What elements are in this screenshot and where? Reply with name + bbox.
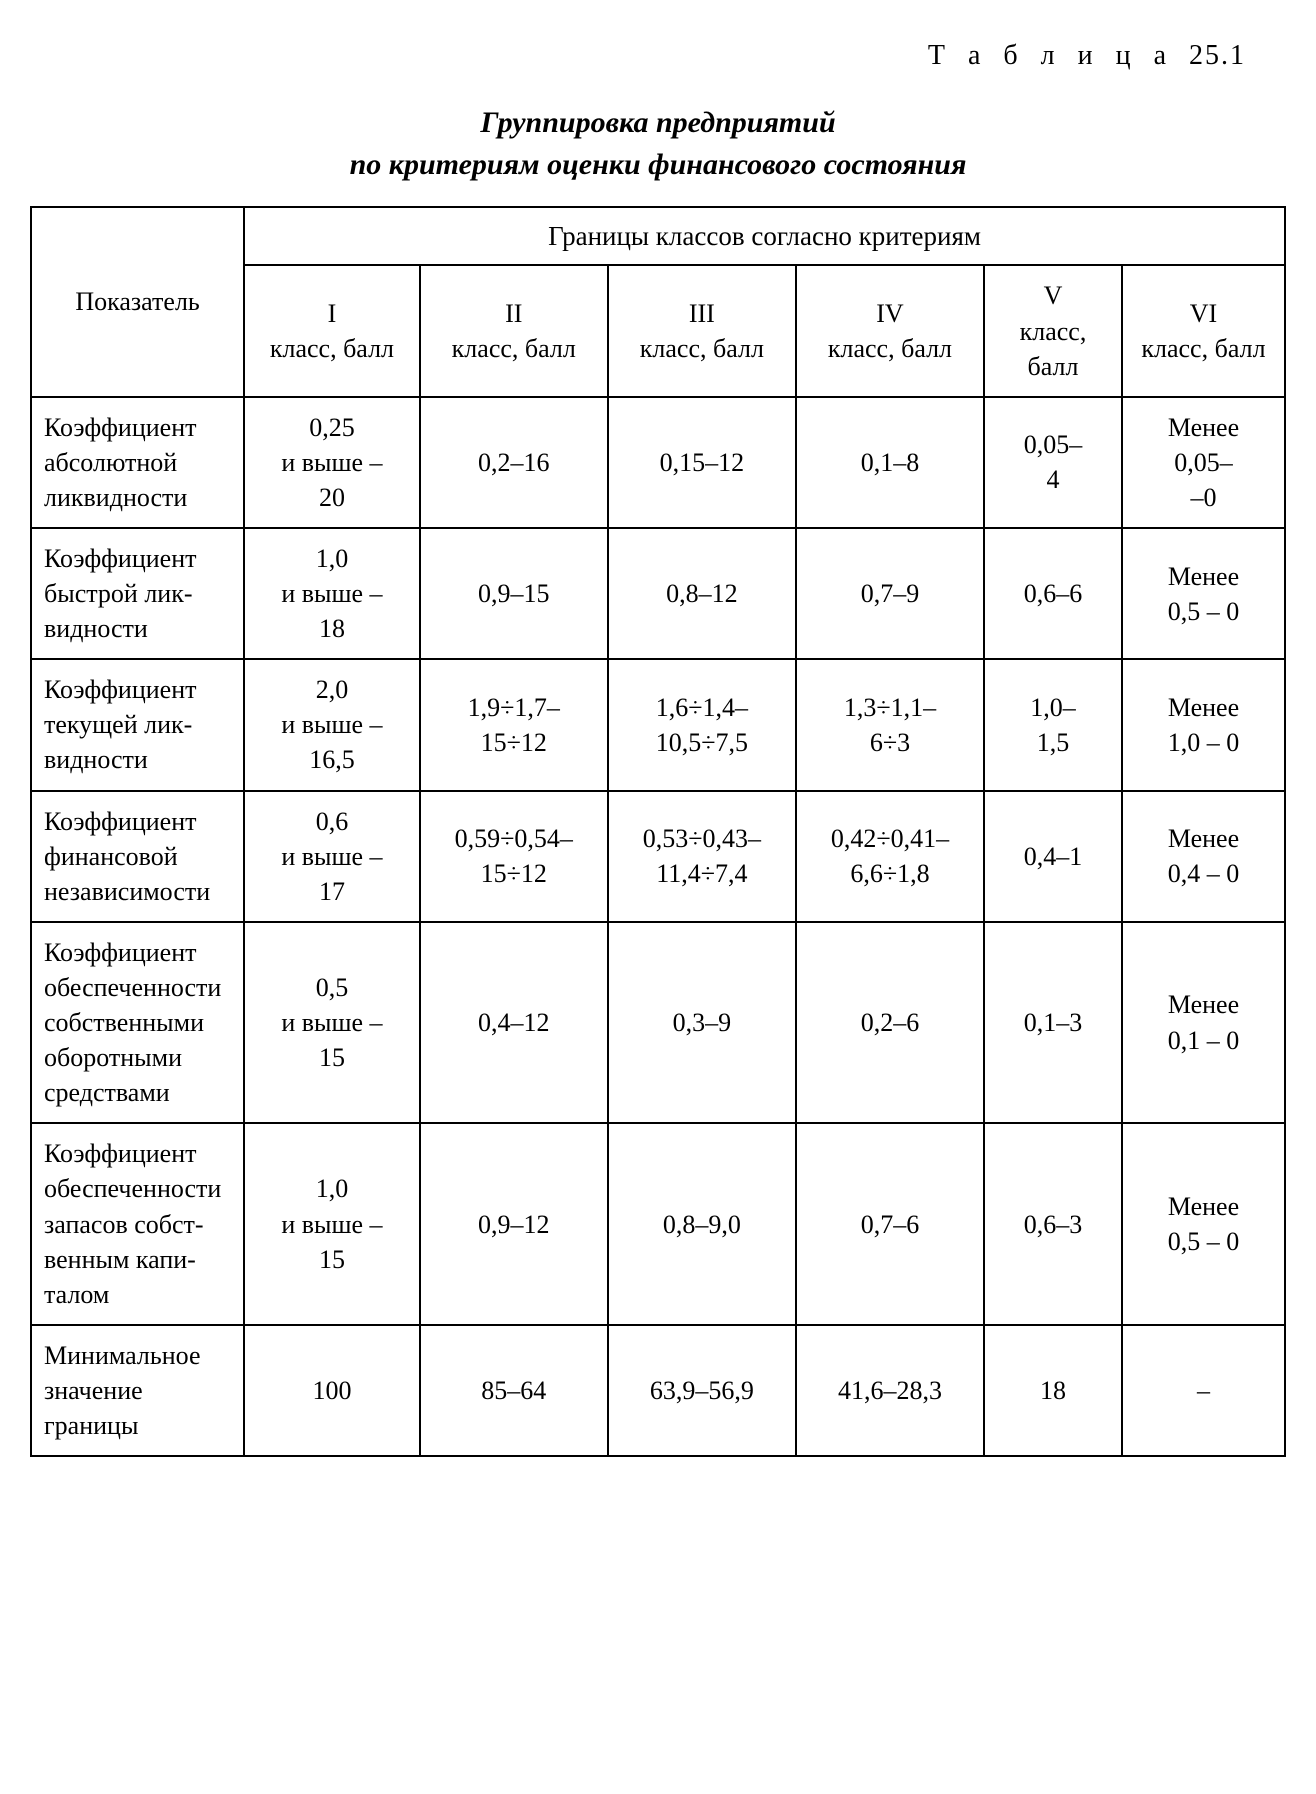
- header-label: класс, балл: [640, 334, 764, 363]
- header-class-1: I класс, балл: [244, 265, 420, 396]
- table-number-value: 25.1: [1189, 40, 1246, 71]
- data-cell: 1,9÷1,7–15÷12: [420, 659, 608, 790]
- data-cell: 1,0и выше –15: [244, 1123, 420, 1324]
- data-cell: 0,8–12: [608, 528, 796, 659]
- table-body: Коэффициент абсолютной ликвидности0,25и …: [31, 397, 1285, 1456]
- data-cell: 0,05–4: [984, 397, 1122, 528]
- indicator-cell: Коэффициент финансовой независимости: [31, 791, 244, 922]
- financial-criteria-table: Показатель Границы классов согласно крит…: [30, 206, 1286, 1457]
- indicator-cell: Минимальное значение границы: [31, 1325, 244, 1456]
- header-row-1: Показатель Границы классов согласно крит…: [31, 207, 1285, 265]
- header-class-6: VI класс, балл: [1122, 265, 1285, 396]
- table-number: Т а б л и ц а 25.1: [30, 40, 1286, 72]
- table-row: Коэффициент обеспеченности запасов собст…: [31, 1123, 1285, 1324]
- data-cell: 41,6–28,3: [796, 1325, 984, 1456]
- table-row: Коэффициент абсолютной ликвидности0,25и …: [31, 397, 1285, 528]
- header-class-2: II класс, балл: [420, 265, 608, 396]
- data-cell: 18: [984, 1325, 1122, 1456]
- data-cell: Менее0,05––0: [1122, 397, 1285, 528]
- data-cell: 0,6–6: [984, 528, 1122, 659]
- data-cell: 1,0–1,5: [984, 659, 1122, 790]
- header-roman: I: [328, 299, 337, 328]
- data-cell: 0,4–12: [420, 922, 608, 1123]
- data-cell: 0,2–16: [420, 397, 608, 528]
- title-line-1: Группировка предприятий: [480, 106, 835, 139]
- data-cell: Менее0,4 – 0: [1122, 791, 1285, 922]
- header-label: класс, балл: [270, 334, 394, 363]
- data-cell: 0,8–9,0: [608, 1123, 796, 1324]
- header-roman: II: [505, 299, 522, 328]
- header-label: класс, балл: [1141, 334, 1265, 363]
- table-title: Группировка предприятий по критериям оце…: [30, 102, 1286, 186]
- header-roman: VI: [1190, 299, 1217, 328]
- data-cell: 0,59÷0,54–15÷12: [420, 791, 608, 922]
- table-row: Коэффициент быстрой лик-видности1,0и выш…: [31, 528, 1285, 659]
- data-cell: 0,2–6: [796, 922, 984, 1123]
- data-cell: 0,15–12: [608, 397, 796, 528]
- data-cell: 0,7–9: [796, 528, 984, 659]
- indicator-cell: Коэффициент текущей лик-видности: [31, 659, 244, 790]
- data-cell: Менее0,5 – 0: [1122, 528, 1285, 659]
- data-cell: Менее0,5 – 0: [1122, 1123, 1285, 1324]
- header-label: класс, балл: [828, 334, 952, 363]
- data-cell: 0,1–8: [796, 397, 984, 528]
- data-cell: 0,42÷0,41–6,6÷1,8: [796, 791, 984, 922]
- table-row: Коэффициент текущей лик-видности2,0и выш…: [31, 659, 1285, 790]
- data-cell: 0,9–15: [420, 528, 608, 659]
- data-cell: –: [1122, 1325, 1285, 1456]
- data-cell: Менее1,0 – 0: [1122, 659, 1285, 790]
- data-cell: 0,9–12: [420, 1123, 608, 1324]
- header-class-4: IV класс, балл: [796, 265, 984, 396]
- data-cell: 0,25и выше –20: [244, 397, 420, 528]
- data-cell: 0,6–3: [984, 1123, 1122, 1324]
- header-roman: V: [1044, 281, 1063, 310]
- data-cell: 85–64: [420, 1325, 608, 1456]
- table-row: Коэффициент финансовой независимости0,6и…: [31, 791, 1285, 922]
- data-cell: 0,4–1: [984, 791, 1122, 922]
- indicator-cell: Коэффициент обеспеченности запасов собст…: [31, 1123, 244, 1324]
- data-cell: 0,3–9: [608, 922, 796, 1123]
- data-cell: 1,6÷1,4–10,5÷7,5: [608, 659, 796, 790]
- table-row: Коэффициент обеспеченности собственными …: [31, 922, 1285, 1123]
- data-cell: 0,53÷0,43–11,4÷7,4: [608, 791, 796, 922]
- header-group: Границы классов согласно критериям: [244, 207, 1285, 265]
- header-indicator: Показатель: [31, 207, 244, 397]
- header-roman: III: [689, 299, 715, 328]
- data-cell: 0,7–6: [796, 1123, 984, 1324]
- table-row: Минимальное значение границы10085–6463,9…: [31, 1325, 1285, 1456]
- data-cell: 0,6и выше –17: [244, 791, 420, 922]
- data-cell: 2,0и выше –16,5: [244, 659, 420, 790]
- indicator-cell: Коэффициент быстрой лик-видности: [31, 528, 244, 659]
- data-cell: 0,5и выше –15: [244, 922, 420, 1123]
- table-number-label: Т а б л и ц а: [928, 40, 1174, 71]
- data-cell: 1,0и выше –18: [244, 528, 420, 659]
- header-label: класс, балл: [452, 334, 576, 363]
- data-cell: 63,9–56,9: [608, 1325, 796, 1456]
- header-class-5: V класс, балл: [984, 265, 1122, 396]
- header-roman: IV: [876, 299, 903, 328]
- indicator-cell: Коэффициент обеспеченности собственными …: [31, 922, 244, 1123]
- data-cell: 1,3÷1,1–6÷3: [796, 659, 984, 790]
- indicator-cell: Коэффициент абсолютной ликвидности: [31, 397, 244, 528]
- data-cell: Менее0,1 – 0: [1122, 922, 1285, 1123]
- header-class-3: III класс, балл: [608, 265, 796, 396]
- title-line-2: по критериям оценки финансового состояни…: [350, 148, 967, 181]
- data-cell: 0,1–3: [984, 922, 1122, 1123]
- data-cell: 100: [244, 1325, 420, 1456]
- header-label: класс, балл: [1020, 317, 1087, 381]
